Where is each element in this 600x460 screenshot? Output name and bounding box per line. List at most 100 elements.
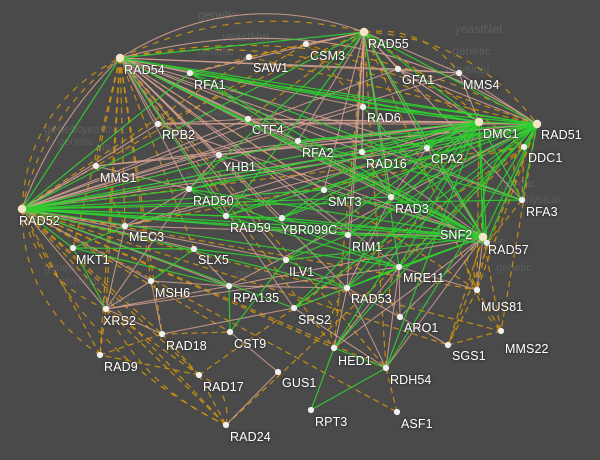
edge-yeastNet — [361, 151, 484, 238]
graph-node-rad59[interactable] — [222, 212, 230, 220]
graph-node-mus81[interactable] — [473, 286, 481, 294]
node-layer[interactable] — [17, 27, 542, 429]
edge-physical — [347, 234, 484, 238]
edge-layer-physical — [21, 31, 538, 411]
graph-node-rad54[interactable] — [115, 53, 125, 63]
graph-node-rad50[interactable] — [185, 185, 193, 193]
graph-node-rad57[interactable] — [483, 239, 491, 247]
edge-physical — [189, 72, 480, 123]
edge-yeastNet — [188, 154, 220, 190]
graph-node-yhb1[interactable] — [215, 151, 223, 159]
edge-yeastNet — [398, 266, 478, 291]
graph-node-rad52[interactable] — [17, 204, 27, 214]
graph-node-xrs2[interactable] — [102, 305, 110, 313]
graph-node-mre11[interactable] — [395, 263, 403, 271]
edge-yeastNet — [247, 118, 480, 123]
edge-physical — [150, 248, 195, 282]
edge-yeastNet — [119, 57, 349, 236]
edge-genetic — [99, 354, 200, 376]
graph-node-hed1[interactable] — [330, 344, 338, 352]
edge-genetic — [21, 208, 200, 376]
graph-node-snf2[interactable] — [478, 232, 488, 242]
graph-node-dmc1[interactable] — [474, 117, 484, 127]
edge-physical — [21, 188, 190, 210]
edge-yeastNet — [21, 208, 152, 282]
graph-node-gus1[interactable] — [274, 368, 282, 376]
graph-node-rim1[interactable] — [344, 231, 352, 239]
graph-node-rad17[interactable] — [195, 371, 203, 379]
graph-node-saw1[interactable] — [245, 53, 253, 61]
graph-node-cpa2[interactable] — [423, 144, 431, 152]
edge-yeastNet — [105, 285, 230, 310]
graph-node-rad24[interactable] — [222, 421, 230, 429]
graph-node-rad51[interactable] — [532, 119, 542, 129]
edge-physical — [21, 140, 299, 210]
graph-node-msh6[interactable] — [147, 277, 155, 285]
graph-node-cst9[interactable] — [226, 328, 234, 336]
edge-yeastNet — [363, 31, 399, 70]
graph-node-gfa1[interactable] — [394, 65, 402, 73]
edge-genetic — [476, 289, 502, 332]
edge-yeastNet — [105, 225, 126, 310]
graph-node-rad53[interactable] — [343, 284, 351, 292]
edge-arc-genetic — [105, 308, 227, 426]
edge-genetic — [447, 123, 538, 346]
edge-yeastNet — [150, 280, 163, 335]
graph-node-ddc1[interactable] — [520, 143, 528, 151]
edge-physical — [21, 196, 392, 210]
graph-node-csm3[interactable] — [302, 40, 310, 48]
edge-physical — [225, 215, 283, 219]
graph-node-rad6[interactable] — [359, 103, 367, 111]
graph-node-mec3[interactable] — [121, 222, 129, 230]
graph-node-rad9[interactable] — [96, 351, 104, 359]
graph-node-mkt1[interactable] — [69, 244, 77, 252]
graph-node-rfa2[interactable] — [294, 137, 302, 145]
graph-node-slx5[interactable] — [190, 245, 198, 253]
graph-node-rfa1[interactable] — [186, 69, 194, 77]
graph-node-srs2[interactable] — [290, 304, 298, 312]
edge-yeastNet — [21, 208, 107, 310]
graph-node-smt3[interactable] — [320, 186, 328, 194]
edge-yeastNet — [150, 280, 230, 287]
edge-genetic — [119, 57, 195, 250]
edge-genetic — [447, 330, 502, 346]
edge-yeastNet — [189, 31, 365, 74]
graph-node-rad18[interactable] — [158, 330, 166, 338]
graph-node-mms1[interactable] — [92, 162, 100, 170]
edge-yeastNet — [21, 123, 159, 210]
graph-node-rfa3[interactable] — [518, 196, 526, 204]
graph-node-rdh54[interactable] — [382, 364, 390, 372]
graph-node-ilv1[interactable] — [282, 256, 290, 264]
graph-node-rad16[interactable] — [358, 148, 366, 156]
edge-physical — [285, 259, 348, 289]
graph-node-rpa135[interactable] — [225, 282, 233, 290]
edge-genetic — [198, 146, 525, 376]
edge-genetic — [247, 31, 365, 120]
edge-genetic — [385, 367, 398, 413]
edge-genetic — [99, 308, 107, 356]
edge-genetic — [21, 208, 163, 335]
edge-genetic — [21, 208, 231, 333]
graph-node-aro1[interactable] — [396, 313, 404, 321]
graph-node-sgs1[interactable] — [444, 341, 452, 349]
graph-node-mms4[interactable] — [455, 69, 463, 77]
edge-physical — [346, 121, 480, 289]
edge-physical — [482, 123, 538, 238]
graph-node-ybr099c[interactable] — [278, 214, 286, 222]
graph-node-rpb2[interactable] — [154, 120, 162, 128]
graph-node-rad55[interactable] — [359, 27, 369, 37]
graph-node-mms22[interactable] — [497, 327, 505, 335]
edge-genetic — [119, 57, 126, 227]
edge-physical — [281, 217, 349, 236]
edge-yeastNet — [119, 57, 364, 108]
edge-yeastNet — [297, 31, 365, 142]
graph-node-rpt3[interactable] — [307, 406, 315, 414]
graph-node-asf1[interactable] — [393, 408, 401, 416]
edge-physical — [21, 199, 523, 210]
edge-yeastNet — [225, 371, 279, 426]
edge-physical — [362, 106, 538, 125]
graph-node-rad3[interactable] — [387, 193, 395, 201]
graph-node-ctf4[interactable] — [244, 115, 252, 123]
